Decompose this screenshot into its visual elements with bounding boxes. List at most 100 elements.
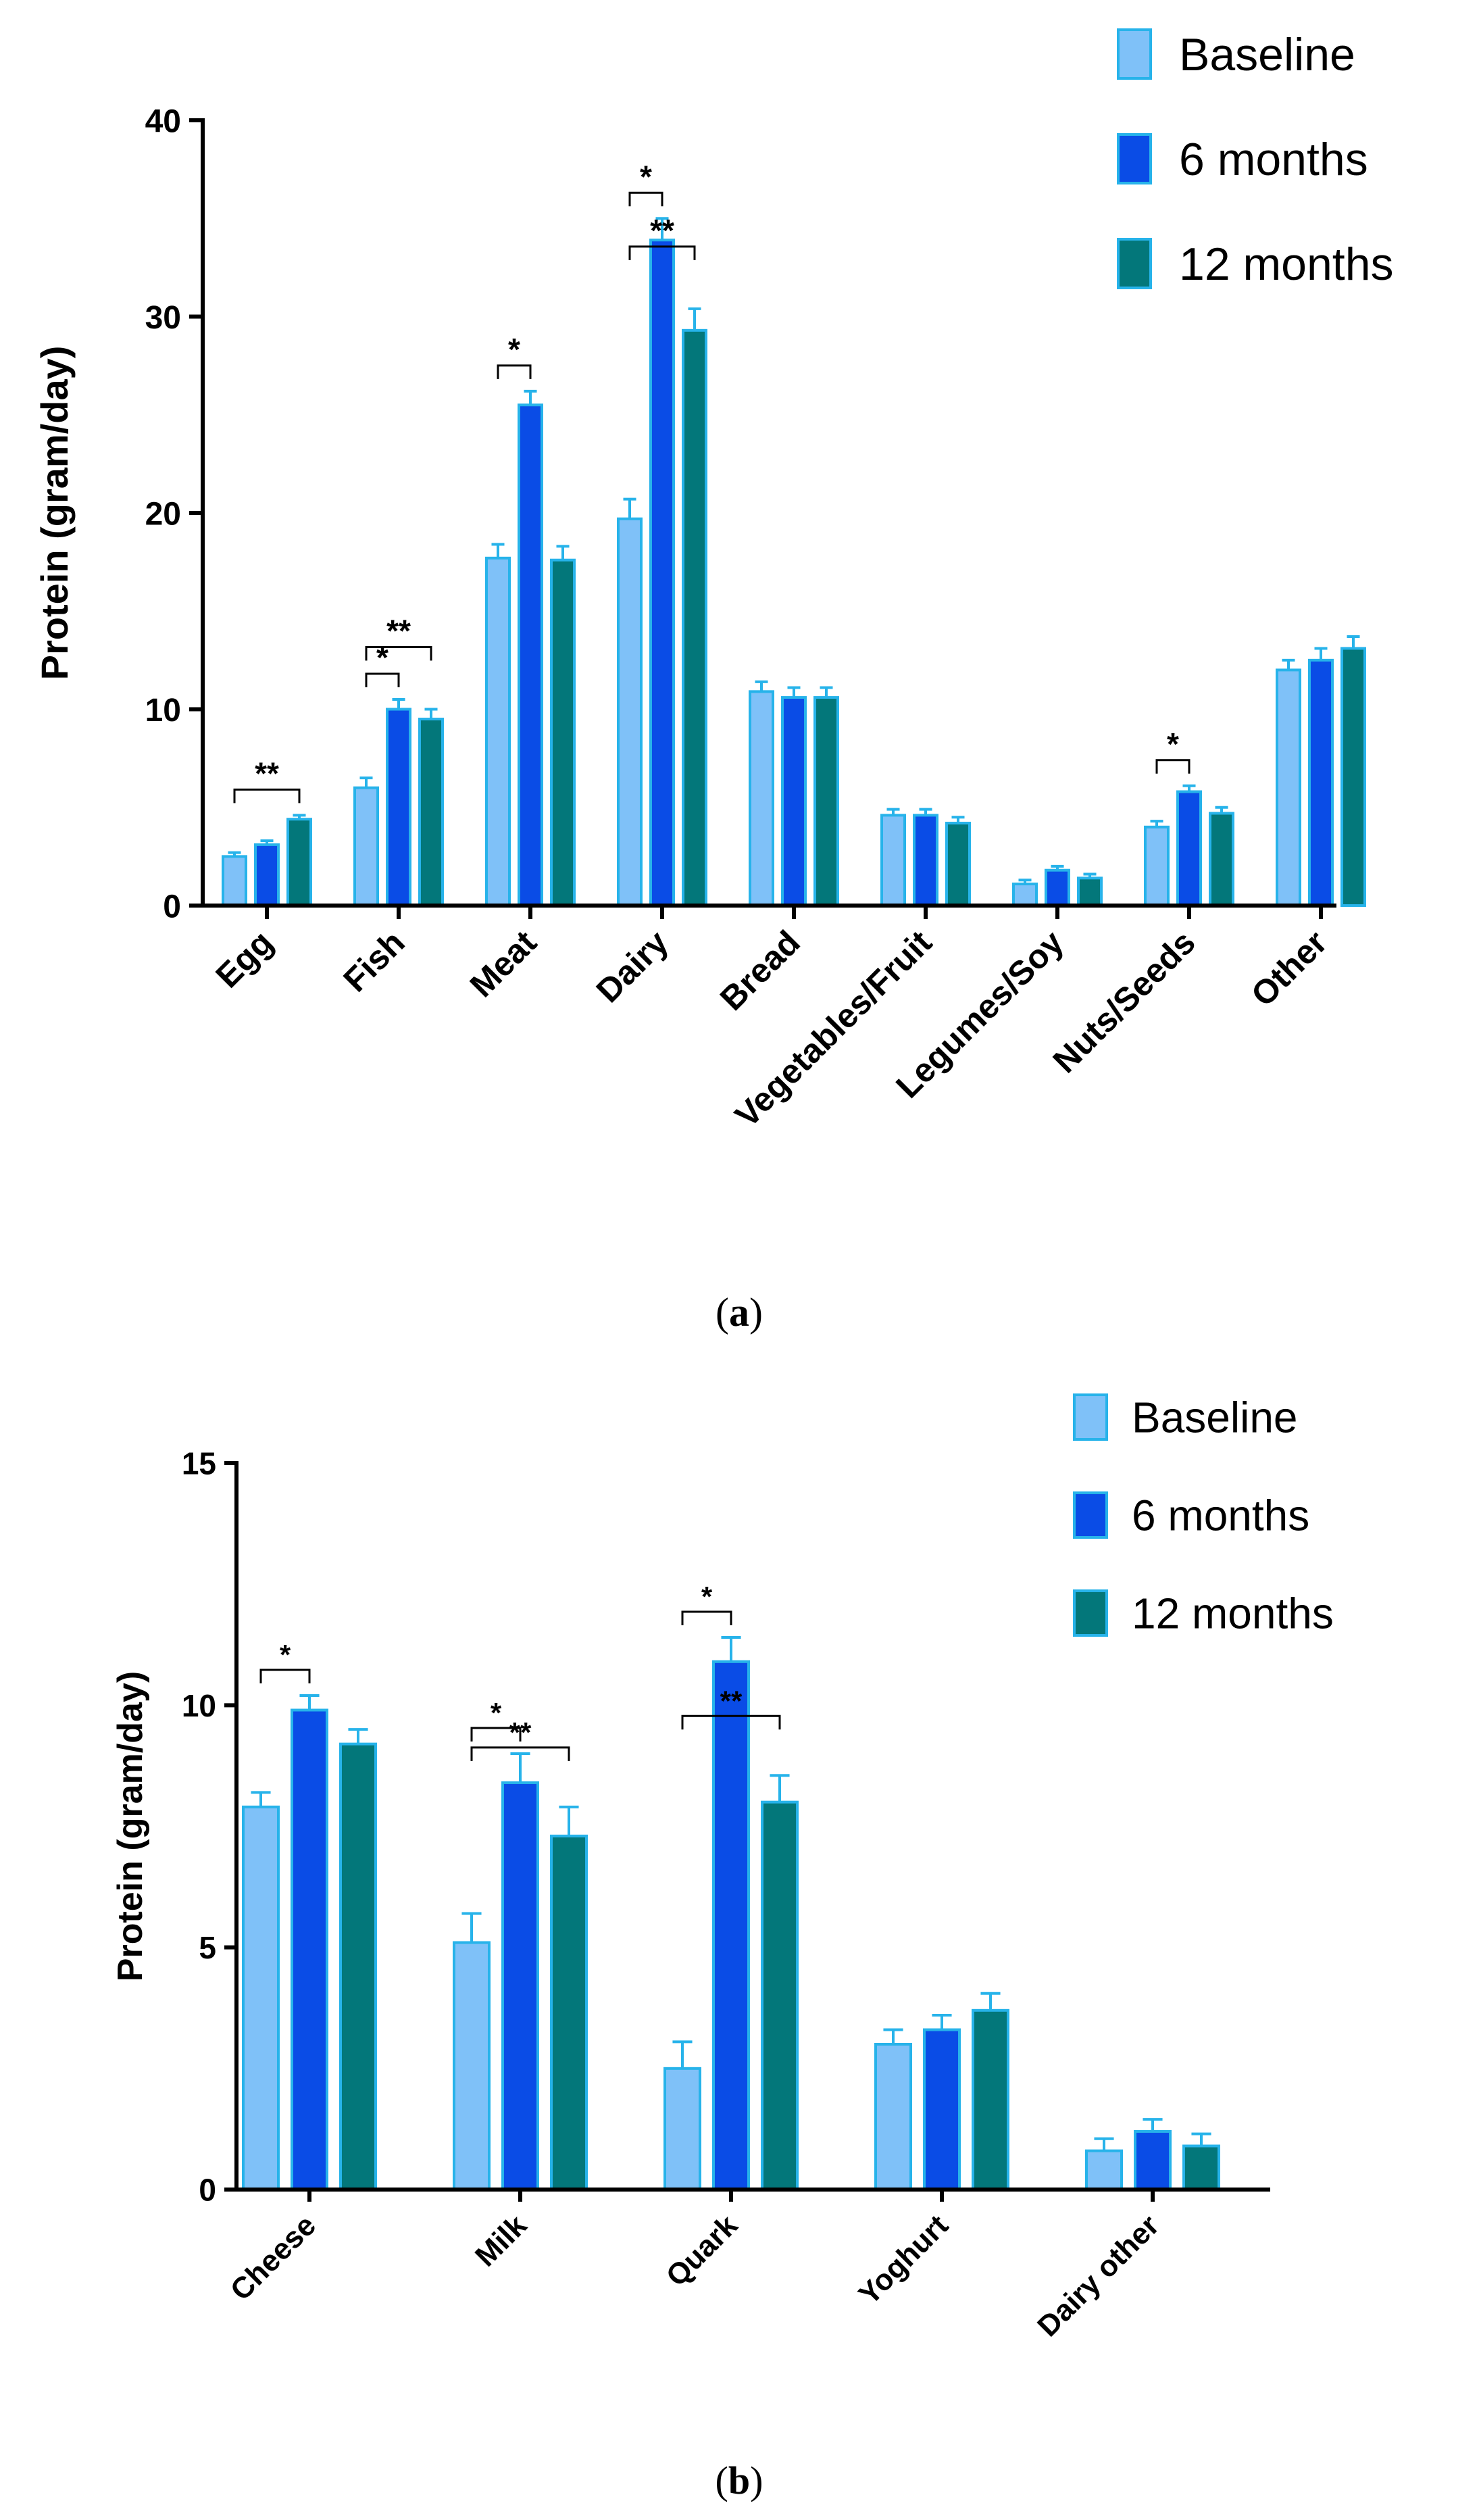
bar-legumes-soy-baseline [1012,883,1038,908]
y-tick-label: 0 [163,889,181,924]
y-tick-label: 20 [145,496,181,532]
bar-yoghurt-6-months [923,2028,961,2191]
significance-bracket [470,1746,570,1761]
bar-cheese-12-months [339,1742,377,2192]
bar-egg-6-months [254,843,280,907]
x-tick-label-yoghurt: Yoghurt [852,2208,955,2311]
y-tick-label: 15 [182,1446,216,1481]
legend-swatch-baseline [1117,28,1152,80]
legend-swatch-baseline [1073,1393,1108,1441]
significance-bracket [681,1610,732,1625]
legend-label-baseline: Baseline [1179,29,1355,80]
bar-legumes-soy-12-months [1077,876,1103,907]
bar-fish-6-months [386,708,411,907]
y-tick-label: 5 [199,1930,216,1965]
significance-bracket [681,1714,781,1730]
caption-a: (a) [716,1290,763,1335]
significance-bracket [233,788,301,804]
significance-bracket [365,672,400,687]
significance-bracket [259,1669,311,1683]
x-tick-label-quark: Quark [659,2208,744,2293]
chart-b: 0 5 10 15 Cheese Milk Quark Yoghurt Dairy other P… [111,1393,1334,2502]
bar-egg-12-months [286,818,312,908]
y-axis-title: Protein (gram/day) [111,1671,150,1981]
x-tick-label-meat: Meat [463,923,544,1004]
bar-other-baseline [1276,668,1301,908]
legend-label-baseline: Baseline [1132,1393,1298,1441]
significance-bracket [497,364,532,379]
x-tick-label-other: Other [1244,923,1334,1014]
legend-swatch-12-months [1117,238,1152,289]
legend-swatch-12-months [1073,1589,1108,1637]
significance-bracket [1155,759,1190,774]
bar-dairy-other-12-months [1182,2144,1220,2191]
significance-label: * [701,1581,713,1612]
significance-label: * [640,159,652,194]
bar-nuts-seeds-baseline [1144,825,1170,908]
significance-label: ** [255,756,279,791]
y-tick-label: 10 [182,1688,216,1723]
legend-label-6-months: 6 months [1179,134,1368,185]
y-tick-label: 10 [145,693,181,728]
y-tick-label: 30 [145,300,181,336]
bar-yoghurt-baseline [874,2043,912,2191]
significance-label: ** [650,213,674,248]
y-tick-label: 40 [145,103,181,139]
significance-bracket [628,191,663,207]
bar-dairy-baseline [617,517,643,907]
x-tick-label-cheese: Cheese [224,2208,322,2306]
x-tick-label-dairy-other: Dairy other [1031,2208,1165,2343]
bar-cheese-6-months [291,1708,328,2191]
legend-swatch-6-months [1073,1491,1108,1539]
bar-legumes-soy-6-months [1045,868,1070,907]
bar-quark-6-months [712,1660,750,2191]
significance-label: * [491,1697,502,1729]
bar-cheese-baseline [242,1805,280,2191]
significance-bracket [470,1727,522,1741]
bar-nuts-seeds-12-months [1209,812,1234,907]
bar-quark-12-months [761,1800,799,2192]
x-tick-label-nuts-seeds: Nuts/Seeds [1046,923,1203,1080]
legend-label-12-months: 12 months [1132,1589,1334,1637]
bar-vegetables-fruit-12-months [945,821,971,907]
x-tick-label-fish: Fish [336,923,411,999]
x-tick-label-dairy: Dairy [589,923,676,1010]
bar-quark-baseline [663,2067,701,2191]
significance-bracket [628,245,696,260]
significance-label: * [1167,726,1179,762]
bar-nuts-seeds-6-months [1176,790,1202,908]
x-tick-label-bread: Bread [713,923,807,1018]
significance-label: ** [386,614,411,649]
bar-fish-12-months [418,718,444,908]
x-tick-label-milk: Milk [469,2208,534,2273]
legend-label-6-months: 6 months [1132,1491,1309,1539]
legend-swatch-6-months [1117,133,1152,184]
significance-label: ** [720,1685,743,1716]
bar-other-12-months [1340,647,1366,907]
bar-milk-6-months [501,1781,539,2191]
significance-label: * [280,1639,291,1671]
significance-label: * [508,332,520,367]
caption-b: (b) [716,2459,763,2502]
significance-bracket [365,646,432,661]
bar-fish-baseline [353,786,379,907]
bar-other-6-months [1308,658,1334,907]
bar-yoghurt-12-months [972,2008,1009,2191]
significance-label: ** [509,1716,532,1748]
bar-dairy-6-months [649,239,675,907]
bar-meat-baseline [485,556,511,907]
bar-bread-6-months [781,696,807,907]
bar-meat-12-months [550,558,576,907]
significance-label: * [376,640,388,675]
bar-dairy-other-baseline [1085,2149,1123,2192]
bar-bread-12-months [813,696,839,907]
bar-dairy-12-months [682,328,707,907]
legend-label-12-months: 12 months [1179,239,1394,290]
y-tick-label: 0 [199,2173,216,2208]
bar-milk-baseline [453,1941,491,2191]
bar-milk-12-months [550,1834,588,2191]
bar-vegetables-fruit-6-months [913,814,938,907]
bar-egg-baseline [222,855,247,907]
y-axis-title: Protein (gram/day) [33,346,76,681]
